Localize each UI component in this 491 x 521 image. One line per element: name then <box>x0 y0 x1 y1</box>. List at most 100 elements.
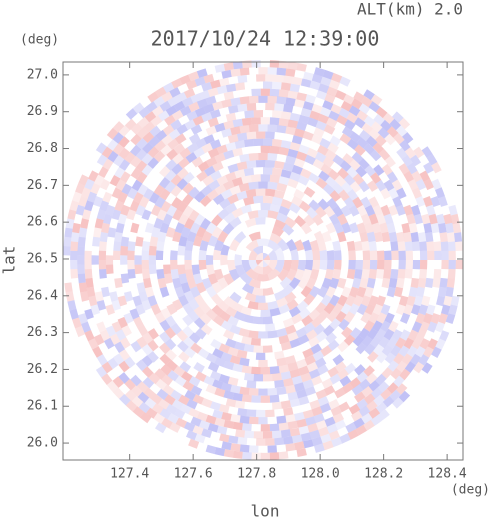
echo-cell <box>248 181 259 190</box>
echo-cell <box>292 76 303 86</box>
echo-cell <box>92 236 101 247</box>
echo-cell <box>413 213 423 225</box>
echo-cell <box>188 407 200 419</box>
echo-cell <box>189 286 201 298</box>
echo-cell <box>223 120 235 130</box>
echo-cell <box>322 440 334 451</box>
echo-cell <box>276 357 287 367</box>
echo-cell <box>221 128 232 138</box>
echo-cell <box>283 377 294 387</box>
echo-cell <box>360 213 371 225</box>
echo-cell <box>190 124 203 135</box>
echo-cell <box>287 90 298 100</box>
echo-cell <box>214 122 226 133</box>
echo-cell <box>428 213 438 225</box>
echo-cell <box>344 362 357 375</box>
echo-cell <box>388 231 398 243</box>
echo-cell <box>381 277 391 289</box>
echo-cell <box>248 231 261 242</box>
echo-cell <box>248 330 259 339</box>
echo-cell <box>251 88 261 97</box>
echo-cell <box>280 111 292 120</box>
echo-cell <box>267 268 281 281</box>
echo-cell <box>244 292 257 303</box>
echo-cell <box>162 124 175 136</box>
echo-cell <box>70 241 79 251</box>
echo-cell <box>380 204 391 216</box>
echo-cell <box>445 313 456 324</box>
echo-cell <box>201 428 213 438</box>
echo-cell <box>430 222 440 234</box>
echo-cell <box>169 422 181 433</box>
echo-cell <box>280 169 292 179</box>
echo-cell <box>147 328 159 340</box>
echo-cell <box>135 359 148 372</box>
echo-cell <box>248 387 259 396</box>
echo-cell <box>372 204 383 217</box>
echo-cell <box>286 239 297 252</box>
echo-cell <box>239 444 250 453</box>
echo-cell <box>176 330 188 342</box>
echo-cell <box>93 196 103 207</box>
echo-cell <box>390 241 399 251</box>
echo-cell <box>210 401 221 411</box>
echo-cell <box>156 388 169 401</box>
echo-cell <box>411 241 420 251</box>
echo-cell <box>162 384 175 396</box>
echo-cell <box>269 174 280 183</box>
echo-cell <box>201 277 213 290</box>
echo-cell <box>278 118 289 127</box>
echo-cell <box>282 260 292 272</box>
echo-cell <box>214 387 226 398</box>
echo-cell <box>418 304 429 316</box>
echo-cell <box>164 169 177 182</box>
echo-cell <box>223 449 234 458</box>
echo-cell <box>106 380 119 393</box>
echo-cell <box>368 380 380 392</box>
echo-cell <box>170 389 182 401</box>
echo-cell <box>113 241 122 251</box>
echo-cell <box>439 277 448 288</box>
echo-cell <box>288 202 301 214</box>
echo-cell <box>354 269 363 280</box>
echo-cell <box>142 332 154 344</box>
echo-cell <box>307 117 319 128</box>
echo-cell <box>355 165 367 178</box>
echo-cell <box>298 425 310 435</box>
echo-cell <box>338 401 351 413</box>
echo-cell <box>216 425 228 435</box>
echo-cell <box>159 408 172 420</box>
echo-cell <box>297 260 306 271</box>
echo-cell <box>147 146 160 158</box>
echo-cell <box>171 78 183 89</box>
echo-cell <box>265 131 275 140</box>
echo-cell <box>112 121 125 133</box>
echo-cell <box>364 204 376 217</box>
echo-cell <box>364 286 374 298</box>
echo-cell <box>99 232 109 243</box>
echo-cell <box>206 264 215 276</box>
echo-cell <box>344 119 356 131</box>
echo-cell <box>455 260 464 270</box>
echo-cell <box>179 147 192 159</box>
echo-cell <box>258 181 268 189</box>
echo-cell <box>195 282 207 294</box>
echo-cell <box>141 153 153 165</box>
echo-cell <box>196 98 208 109</box>
echo-cell <box>278 89 289 98</box>
echo-cell <box>302 130 314 141</box>
echo-cell <box>194 76 206 87</box>
echo-cell <box>109 175 121 187</box>
echo-cell <box>353 91 365 103</box>
echo-cell <box>439 330 450 342</box>
echo-cell <box>384 260 392 270</box>
echo-cell <box>348 303 360 315</box>
echo-cell <box>238 327 250 338</box>
echo-cell <box>358 405 371 417</box>
echo-cell <box>265 160 276 168</box>
echo-cell <box>84 260 92 270</box>
echo-cell <box>155 86 167 98</box>
echo-cell <box>291 195 303 207</box>
echo-cell <box>255 295 266 303</box>
echo-cell <box>334 90 347 101</box>
